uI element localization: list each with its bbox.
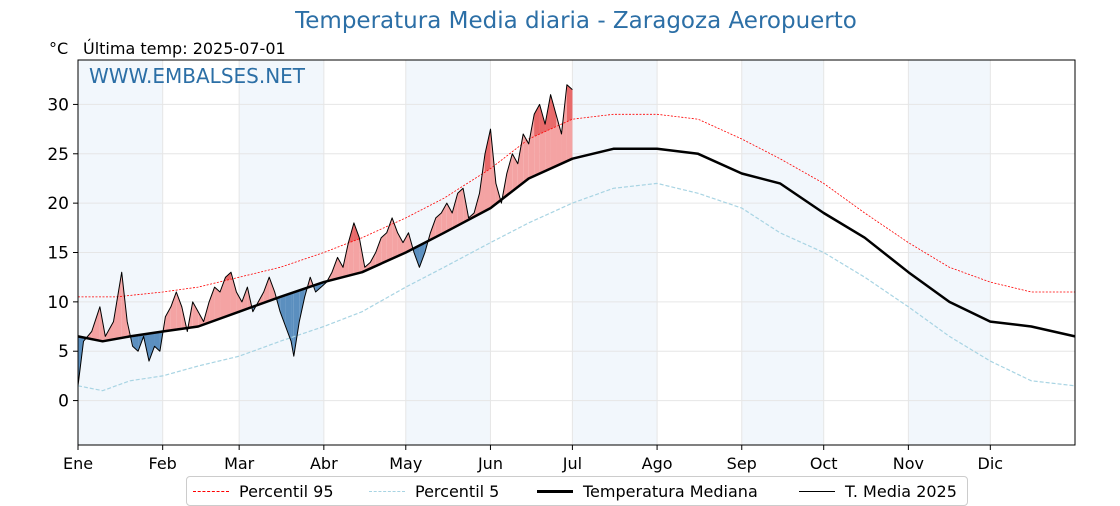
fill-above-median xyxy=(398,233,403,256)
y-tick-label: 15 xyxy=(47,244,69,264)
legend: Percentil 95 Percentil 5 Temperatura Med… xyxy=(186,476,968,506)
x-tick-label: Oct xyxy=(810,454,838,473)
fill-above-median xyxy=(209,287,214,323)
x-tick-label: Nov xyxy=(893,454,924,473)
y-tick-label: 5 xyxy=(58,342,69,362)
legend-label-p5: Percentil 5 xyxy=(415,482,499,501)
x-tick-label: Ene xyxy=(63,454,93,473)
x-tick-label: Jul xyxy=(562,454,582,473)
y-tick-label: 10 xyxy=(47,293,69,313)
legend-label-median: Temperatura Mediana xyxy=(583,482,758,501)
legend-item-p95: Percentil 95 xyxy=(193,481,334,501)
x-tick-label: Dic xyxy=(978,454,1004,473)
legend-label-p95: Percentil 95 xyxy=(239,482,334,501)
fill-above-median xyxy=(337,257,342,278)
y-tick-label: 30 xyxy=(47,95,69,115)
fill-above-median xyxy=(215,287,220,321)
legend-label-media2025: T. Media 2025 xyxy=(845,482,957,501)
fill-above-median xyxy=(376,238,381,266)
fill-above-median xyxy=(193,302,198,327)
legend-swatch-median xyxy=(537,490,573,493)
watermark: WWW.EMBALSES.NET xyxy=(89,64,306,88)
x-tick-label: Abr xyxy=(310,454,338,473)
x-tick-label: Ago xyxy=(642,454,673,473)
x-axis: Ene Feb Mar Abr May Jun Jul Ago Sep Oct Nov Dic xyxy=(63,445,1003,473)
legend-item-p5: Percentil 5 xyxy=(369,481,499,501)
fill-above-median xyxy=(556,114,561,166)
legend-swatch-p5 xyxy=(369,491,405,492)
fill-above-median xyxy=(176,292,181,330)
x-tick-label: Sep xyxy=(727,454,757,473)
legend-swatch-p95 xyxy=(193,491,229,492)
legend-swatch-media2025 xyxy=(799,491,835,492)
x-tick-label: Mar xyxy=(224,454,255,473)
legend-item-median: Temperatura Mediana xyxy=(537,481,758,501)
y-axis: 0 5 10 15 20 25 30 xyxy=(47,95,78,411)
fill-above-median xyxy=(529,114,534,178)
y-tick-label: 0 xyxy=(58,392,69,412)
x-tick-label: Jun xyxy=(477,454,503,473)
y-tick-label: 25 xyxy=(47,145,69,165)
fill-above-median xyxy=(507,154,512,196)
x-tick-label: May xyxy=(389,454,422,473)
fill-above-median xyxy=(171,292,176,330)
legend-item-media2025: T. Media 2025 xyxy=(799,481,957,501)
x-tick-label: Feb xyxy=(149,454,177,473)
fill-above-median xyxy=(458,188,463,225)
fill-above-median xyxy=(165,307,170,331)
fill-above-p95 xyxy=(567,85,572,122)
y-tick-label: 20 xyxy=(47,194,69,214)
